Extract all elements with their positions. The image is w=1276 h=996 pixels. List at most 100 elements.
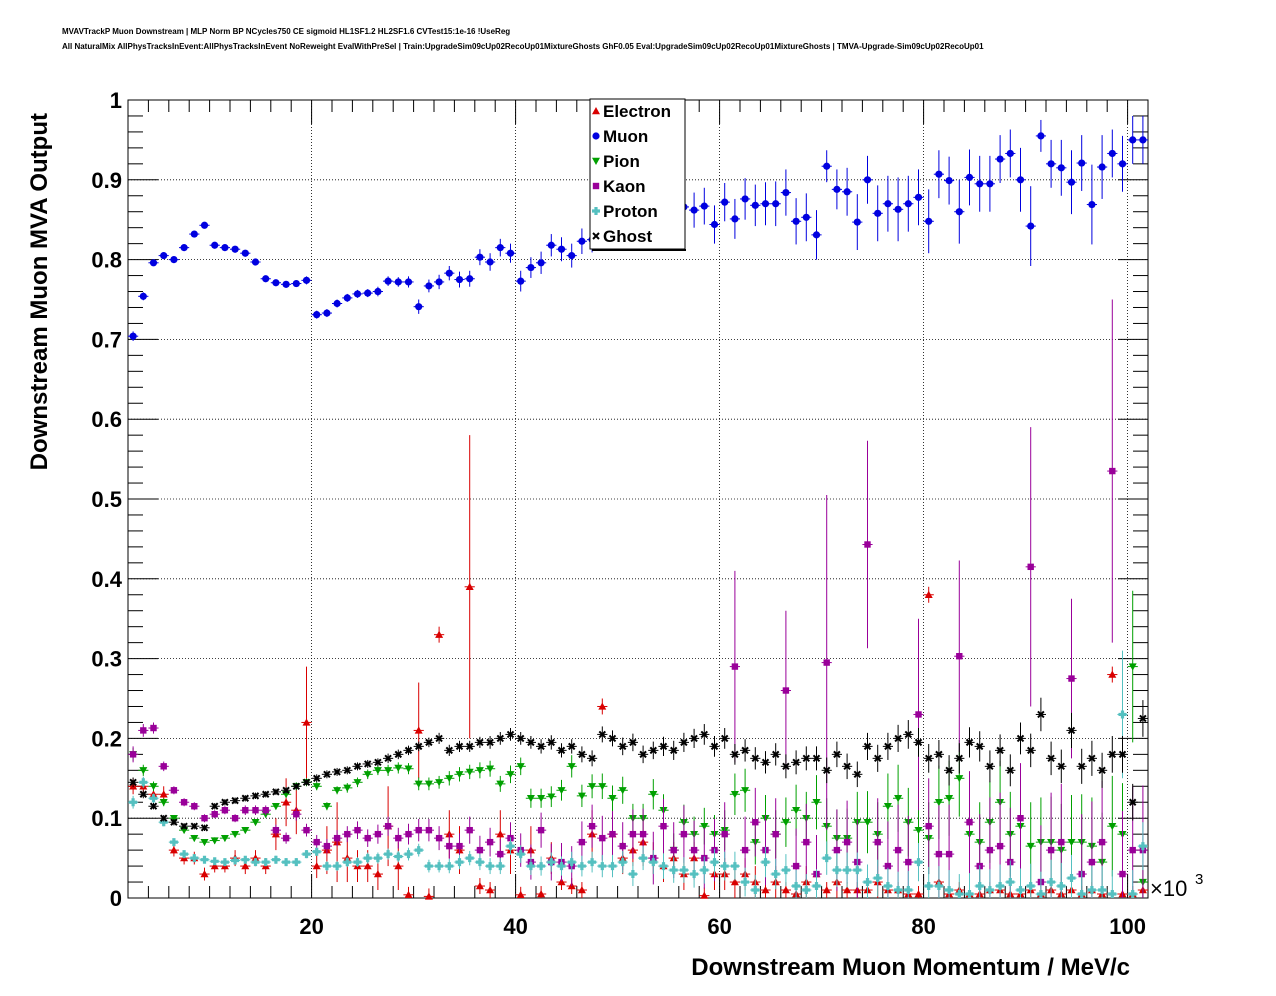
data-point <box>414 780 423 788</box>
data-point <box>1067 178 1076 186</box>
data-point <box>1037 710 1045 719</box>
series-kaon <box>128 299 1148 898</box>
data-point <box>221 807 229 814</box>
data-point <box>1016 734 1025 743</box>
data-point <box>567 858 576 867</box>
legend-marker-proton <box>592 207 601 215</box>
data-point <box>567 742 576 751</box>
data-point <box>516 734 525 743</box>
data-point <box>394 278 402 286</box>
data-point <box>527 263 535 272</box>
data-point <box>832 866 841 875</box>
data-point <box>231 815 239 822</box>
data-point <box>1058 838 1065 846</box>
data-point <box>1128 798 1137 806</box>
data-point <box>771 750 780 759</box>
data-point <box>915 711 922 718</box>
data-point <box>823 659 830 666</box>
data-point <box>588 858 597 867</box>
data-point <box>475 882 484 890</box>
data-point <box>537 826 545 834</box>
data-point <box>159 799 168 807</box>
data-point <box>149 802 158 810</box>
data-point <box>1006 149 1014 158</box>
data-point <box>965 738 974 747</box>
data-point <box>1118 710 1127 719</box>
data-point <box>1067 874 1076 883</box>
data-point <box>690 734 698 743</box>
data-point <box>956 653 963 660</box>
data-point <box>1108 822 1117 831</box>
data-point <box>374 830 382 838</box>
data-point <box>537 795 546 803</box>
data-point <box>843 866 852 875</box>
data-point <box>557 862 566 871</box>
data-point <box>904 886 913 895</box>
data-point <box>343 766 352 775</box>
data-point <box>486 765 495 773</box>
data-point <box>1016 176 1025 184</box>
data-point <box>445 269 453 277</box>
data-point <box>1078 159 1086 167</box>
data-point <box>812 799 821 807</box>
data-point <box>465 742 474 751</box>
data-point <box>945 176 953 185</box>
data-point <box>690 206 698 214</box>
data-point <box>476 738 484 747</box>
data-point <box>537 259 545 267</box>
data-point <box>731 215 739 223</box>
data-point <box>782 687 790 694</box>
data-point <box>313 838 320 846</box>
data-point <box>598 783 607 791</box>
data-point <box>608 734 617 743</box>
legend-label-muon: Muon <box>603 127 648 146</box>
data-point <box>343 858 352 867</box>
data-point <box>914 858 923 867</box>
data-point <box>945 886 954 895</box>
data-point <box>465 768 474 776</box>
data-point <box>700 866 709 875</box>
data-point <box>577 886 586 894</box>
data-point <box>497 850 504 858</box>
data-point <box>547 858 556 867</box>
data-point <box>1057 882 1066 891</box>
y-tick-label: 0.4 <box>91 567 122 592</box>
data-point <box>588 822 596 830</box>
data-point <box>445 862 454 871</box>
data-point <box>720 862 729 871</box>
data-point <box>394 852 403 861</box>
data-point <box>404 850 413 859</box>
data-point <box>271 855 280 864</box>
data-point <box>1087 886 1096 895</box>
data-point <box>486 862 495 871</box>
data-point <box>159 790 168 798</box>
data-point <box>395 834 402 842</box>
data-point <box>435 779 444 787</box>
data-point <box>242 807 249 814</box>
x-tick-label: 100 <box>1109 914 1146 939</box>
data-point <box>863 176 872 184</box>
data-point <box>945 766 953 775</box>
data-point <box>190 854 199 863</box>
data-point <box>424 780 433 788</box>
data-point <box>149 259 158 267</box>
data-point <box>609 830 616 838</box>
data-point <box>169 815 178 823</box>
data-point <box>608 795 617 803</box>
data-point <box>272 826 280 834</box>
data-point <box>772 200 780 208</box>
data-point <box>741 846 749 854</box>
data-point <box>914 890 923 898</box>
data-point <box>373 767 382 775</box>
data-point <box>169 838 178 847</box>
data-point <box>833 185 841 193</box>
data-point <box>160 252 168 260</box>
data-point <box>251 792 260 800</box>
data-point <box>914 738 923 747</box>
data-point <box>1088 200 1096 209</box>
data-point <box>1068 675 1075 682</box>
data-point <box>251 818 260 827</box>
data-point <box>1067 726 1076 735</box>
data-point <box>211 241 219 249</box>
